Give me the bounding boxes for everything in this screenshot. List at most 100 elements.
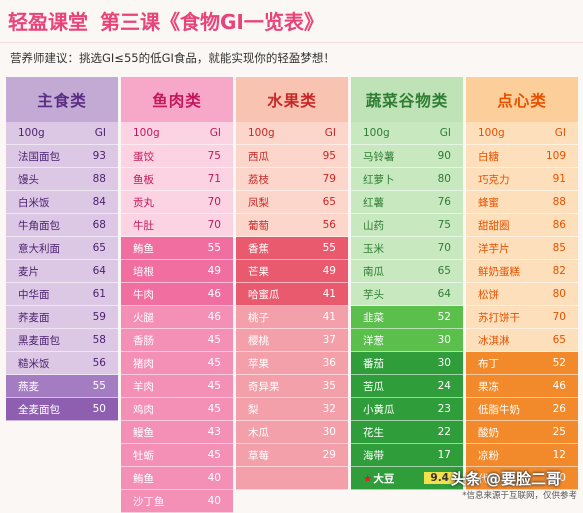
- table-row: 甜甜圈 86: [466, 214, 578, 237]
- food-name: 奇异果: [248, 380, 280, 393]
- table-row: ★大豆 9.4: [351, 467, 463, 490]
- gi-value: 36: [322, 357, 336, 369]
- table-row: 鱼板 71: [121, 168, 233, 191]
- gi-value: 52: [437, 311, 451, 323]
- food-name: 蜂蜜: [478, 196, 499, 209]
- gi-value: 61: [92, 288, 106, 300]
- gi-value: 65: [437, 265, 451, 277]
- table-header-row: 100g GI: [466, 122, 578, 145]
- food-name: 马铃薯: [363, 150, 395, 163]
- food-name: 苹果: [248, 357, 269, 370]
- column-snack: 点心类 100g GI 白糖 109 巧克力 91 蜂蜜 88 甜甜圈 86 洋芋片 85 鲜奶蛋糕 82 松…: [466, 77, 578, 491]
- table-row: 红萝卜 80: [351, 168, 463, 191]
- food-name: 全麦面包: [18, 403, 60, 416]
- food-name: 馒头: [18, 173, 39, 186]
- table-row: 桃子 41: [236, 306, 348, 329]
- column-body: 100g GI 蛋饺 75 鱼板 71 贡丸 70 牛肚 70 鲔鱼 55 培根 49 牛肉 46 火腿 46 香肠…: [121, 122, 233, 513]
- food-name: 糙米饭: [18, 357, 50, 370]
- table-row: 鸡肉 45: [121, 398, 233, 421]
- table-row: 巧克力 91: [466, 168, 578, 191]
- gi-value: 70: [437, 242, 451, 254]
- gi-value: 58: [92, 334, 106, 346]
- table-row: 梨 32: [236, 398, 348, 421]
- table-header-row: 100g GI: [351, 122, 463, 145]
- gi-value: 68: [92, 219, 106, 231]
- gi-value: 56: [92, 357, 106, 369]
- food-name: 苦瓜: [363, 380, 384, 393]
- food-name: 牛肉: [133, 288, 154, 301]
- food-name: 蛋饺: [133, 150, 154, 163]
- gi-value: 59: [92, 311, 106, 323]
- food-name: 鱼板: [133, 173, 154, 186]
- food-name: 甜甜圈: [478, 219, 510, 232]
- food-name: 牛角面包: [18, 219, 60, 232]
- gi-value: 93: [92, 150, 106, 162]
- gi-value: 91: [552, 173, 566, 185]
- food-name: 凉粉: [478, 449, 499, 462]
- food-name: 贡丸: [133, 196, 154, 209]
- table-row: 芒果 49: [236, 260, 348, 283]
- food-name: 洋葱: [363, 334, 384, 347]
- gi-value: 32: [322, 403, 336, 415]
- gi-value: 41: [322, 311, 336, 323]
- food-name: 苏打饼干: [478, 311, 520, 324]
- gi-value: GI: [554, 127, 566, 139]
- gi-value: 52: [552, 357, 566, 369]
- table-row: 蛋饺 75: [121, 145, 233, 168]
- subtitle: 营养师建议：挑选GI≤55的低GI食品，就能实现你的轻盈梦想！: [10, 51, 335, 65]
- food-name: 芋头: [363, 288, 384, 301]
- gi-value: 55: [92, 380, 106, 392]
- gi-value: 71: [207, 173, 221, 185]
- table-row: 白糖 109: [466, 145, 578, 168]
- table-row: 哈蜜瓜 41: [236, 283, 348, 306]
- food-name: 山药: [363, 219, 384, 232]
- gi-value: 30: [437, 334, 451, 346]
- title-part1: 轻盈课堂: [8, 10, 88, 34]
- gi-value: 26: [552, 403, 566, 415]
- table-row: [236, 467, 348, 490]
- table-row: 培根 49: [121, 260, 233, 283]
- food-name: 100g: [133, 127, 160, 139]
- table-row: 南瓜 65: [351, 260, 463, 283]
- food-name-text: 大豆: [373, 472, 395, 485]
- gi-value: 30: [322, 426, 336, 438]
- column-body: 100g GI 西瓜 95 荔枝 79 凤梨 65 葡萄 56 香蕉 55 芒果 49 哈蜜瓜 41 桃子 41 樱…: [236, 122, 348, 490]
- table-row: 木瓜 30: [236, 421, 348, 444]
- food-name: 玉米: [363, 242, 384, 255]
- column-staple: 主食类 100g GI 法国面包 93 馒头 88 白米饭 84 牛角面包 68 意大利面 65 麦片 64…: [6, 77, 118, 491]
- gi-value: 64: [92, 265, 106, 277]
- table-header-row: 100g GI: [121, 122, 233, 145]
- table-row: 黑麦面包 58: [6, 329, 118, 352]
- table-row: 荞麦面 59: [6, 306, 118, 329]
- table-row: 贡丸 70: [121, 191, 233, 214]
- food-name: 芒果: [248, 265, 269, 278]
- food-name: 鲔鱼: [133, 242, 154, 255]
- table-row: 糙米饭 56: [6, 352, 118, 375]
- table-row: 燕麦 55: [6, 375, 118, 398]
- gi-value: 24: [437, 380, 451, 392]
- food-name: ★大豆: [363, 471, 394, 486]
- column-header: 蔬菜谷物类: [351, 77, 463, 122]
- table-row: 荔枝 79: [236, 168, 348, 191]
- gi-value: 12: [552, 449, 566, 461]
- table-row: 苹果 36: [236, 352, 348, 375]
- gi-value: 45: [207, 380, 221, 392]
- table-row: 馒头 88: [6, 168, 118, 191]
- table-header-row: 100g GI: [6, 122, 118, 145]
- gi-value: GI: [209, 127, 221, 139]
- food-name: 香蕉: [248, 242, 269, 255]
- food-name: 白糖: [478, 150, 499, 163]
- column-vegetable: 蔬菜谷物类 100g GI 马铃薯 90 红萝卜 80 红薯 76 山药 75 玉米 70 南瓜 65 芋头 6…: [351, 77, 463, 491]
- gi-value: 84: [92, 196, 106, 208]
- food-name: 100g: [248, 127, 275, 139]
- food-name: 燕麦: [18, 380, 39, 393]
- column-header: 主食类: [6, 77, 118, 122]
- food-name: 洋芋片: [478, 242, 510, 255]
- table-row: 布丁 52: [466, 352, 578, 375]
- gi-value: 75: [207, 150, 221, 162]
- food-name: 花生: [363, 426, 384, 439]
- table-row: 香肠 45: [121, 329, 233, 352]
- food-name: 松饼: [478, 288, 499, 301]
- table-row: 火腿 46: [121, 306, 233, 329]
- gi-value: 46: [207, 288, 221, 300]
